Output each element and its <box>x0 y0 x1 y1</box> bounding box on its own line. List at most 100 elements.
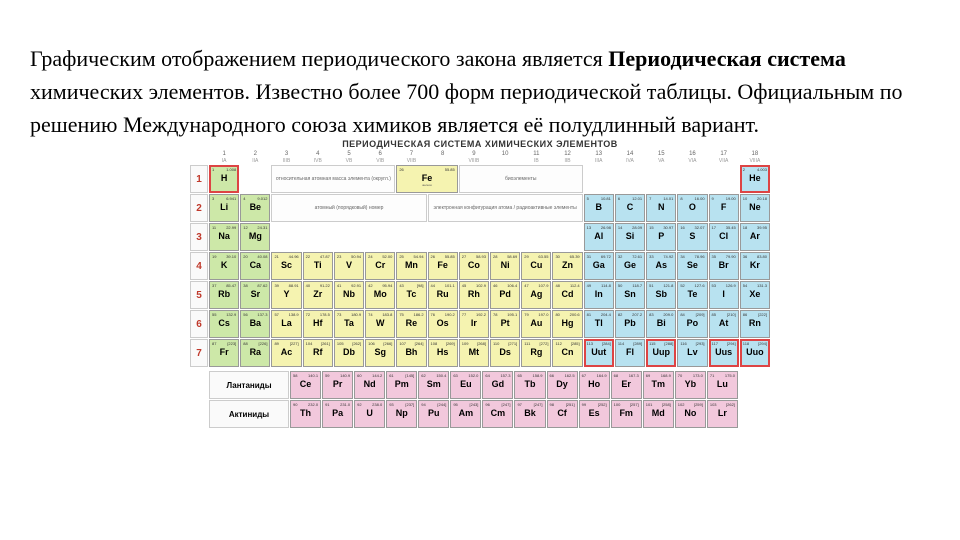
legend-mass: относительная атомная масса элемента (ок… <box>271 165 395 193</box>
element-cell-As: 3374.92As <box>646 252 676 280</box>
iupac-label: VIIIB <box>459 158 489 164</box>
group-number: 4 <box>303 151 333 157</box>
element-cell-Pm: 61[145]Pm <box>386 371 417 399</box>
element-cell-Nb: 4192.91Nb <box>334 281 364 309</box>
element-cell-Fe: 2655.85Fe <box>428 252 458 280</box>
element-cell-Uut: 113[284]Uut <box>584 339 614 367</box>
group-number: 17 <box>709 151 739 157</box>
element-cell-Te: 52127.6Te <box>677 281 707 309</box>
element-cell-Hf: 72178.5Hf <box>303 310 333 338</box>
element-cell-Re: 75186.2Re <box>396 310 426 338</box>
iupac-label: VIA <box>677 158 707 164</box>
element-cell-Pr: 59140.9Pr <box>322 371 353 399</box>
iupac-label: IIIB <box>271 158 301 164</box>
element-cell-Sm: 62150.4Sm <box>418 371 449 399</box>
element-cell-Na: 1122.99Na <box>209 223 239 251</box>
group-number: 14 <box>615 151 645 157</box>
element-cell-Se: 3478.96Se <box>677 252 707 280</box>
empty-cell <box>709 165 739 193</box>
element-cell-Ir: 77192.2Ir <box>459 310 489 338</box>
element-cell-Ga: 3169.72Ga <box>584 252 614 280</box>
element-cell-K: 1939.10K <box>209 252 239 280</box>
empty-cell <box>428 223 458 251</box>
element-cell-Mg: 1224.31Mg <box>240 223 270 251</box>
empty-cell <box>240 165 270 193</box>
empty-cell <box>552 223 582 251</box>
iupac-row-a: IAIIAIIIBIVBVBVIBVIIBVIIIBIBIIBIIIAIVAVA… <box>190 158 770 164</box>
element-cell-Cn: 112[285]Cn <box>552 339 582 367</box>
element-cell-Pd: 46106.4Pd <box>490 281 520 309</box>
group-number: 7 <box>396 151 426 157</box>
element-cell-Ru: 44101.1Ru <box>428 281 458 309</box>
iupac-label: VA <box>646 158 676 164</box>
element-cell-Fm: 100[257]Fm <box>611 400 642 428</box>
element-cell-Pb: 82207.2Pb <box>615 310 645 338</box>
element-cell-Zr: 4091.22Zr <box>303 281 333 309</box>
element-cell-Cu: 2963.55Cu <box>521 252 551 280</box>
element-cell-Ni: 2858.69Ni <box>490 252 520 280</box>
iupac-label: IIA <box>240 158 270 164</box>
iupac-label: VIIA <box>709 158 739 164</box>
element-cell-Lr: 103[262]Lr <box>707 400 738 428</box>
iupac-label: VIIB <box>396 158 426 164</box>
element-cell-Np: 93[237]Np <box>386 400 417 428</box>
group-number: 9 <box>459 151 489 157</box>
element-cell-Ca: 2040.08Ca <box>240 252 270 280</box>
group-number: 12 <box>552 151 582 157</box>
element-cell-Zn: 3065.39Zn <box>552 252 582 280</box>
element-cell-Pt: 78195.1Pt <box>490 310 520 338</box>
period-number: 5 <box>190 281 208 309</box>
empty-cell <box>459 223 489 251</box>
group-number: 16 <box>677 151 707 157</box>
group-number: 2 <box>240 151 270 157</box>
element-cell-Ra: 88[226]Ra <box>240 339 270 367</box>
element-cell-Lu: 71175.0Lu <box>707 371 738 399</box>
element-cell-N: 714.01N <box>646 194 676 222</box>
element-cell-Uuo: 118[294]Uuo <box>740 339 770 367</box>
element-cell-Ge: 3272.61Ge <box>615 252 645 280</box>
para-part2: химических элементов. Известно более 700… <box>30 79 903 137</box>
empty-cell <box>365 223 395 251</box>
element-cell-Sn: 50118.7Sn <box>615 281 645 309</box>
element-cell-Tb: 65158.9Tb <box>514 371 545 399</box>
element-cell-Rn: 86[222]Rn <box>740 310 770 338</box>
element-cell-V: 2350.94V <box>334 252 364 280</box>
element-cell-W: 74183.8W <box>365 310 395 338</box>
empty-cell <box>677 165 707 193</box>
iupac-label: IIIA <box>584 158 614 164</box>
period-number: 6 <box>190 310 208 338</box>
element-cell-Es: 99[252]Es <box>579 400 610 428</box>
element-cell-Ti: 2247.87Ti <box>303 252 333 280</box>
element-cell-Mn: 2554.94Mn <box>396 252 426 280</box>
period-row-5: 53785.47Rb3887.62Sr3988.91Y4091.22Zr4192… <box>190 281 770 309</box>
element-cell-Ce: 58140.1Ce <box>290 371 321 399</box>
empty-cell <box>303 223 333 251</box>
table-body: 111.008Hотносительная атомная масса элем… <box>190 165 770 367</box>
group-number: 8 <box>428 151 458 157</box>
iupac-label: IIB <box>552 158 582 164</box>
element-cell-Cl: 1735.45Cl <box>709 223 739 251</box>
element-cell-Gd: 64157.3Gd <box>482 371 513 399</box>
period-number: 7 <box>190 339 208 367</box>
element-cell-B: 510.81B <box>584 194 614 222</box>
period-row-7: 787[223]Fr88[226]Ra89[227]Ac104[261]Rf10… <box>190 339 770 367</box>
element-cell-Xe: 54131.3Xe <box>740 281 770 309</box>
period-row-1: 111.008Hотносительная атомная масса элем… <box>190 165 770 193</box>
element-cell-Fr: 87[223]Fr <box>209 339 239 367</box>
empty-cell <box>334 223 364 251</box>
element-cell-O: 816.00O <box>677 194 707 222</box>
iupac-label: IB <box>521 158 551 164</box>
element-cell-Os: 76190.2Os <box>428 310 458 338</box>
element-cell-Si: 1428.09Si <box>615 223 645 251</box>
period-row-3: 31122.99Na1224.31Mg1326.98Al1428.09Si153… <box>190 223 770 251</box>
period-number: 2 <box>190 194 208 222</box>
legend-bio: биоэлементы <box>459 165 583 193</box>
element-cell-Hs: 108[269]Hs <box>428 339 458 367</box>
element-cell-Uup: 115[288]Uup <box>646 339 676 367</box>
element-cell-Mt: 109[268]Mt <box>459 339 489 367</box>
element-cell-Rb: 3785.47Rb <box>209 281 239 309</box>
element-cell-Co: 2758.93Co <box>459 252 489 280</box>
element-cell-Bk: 97[247]Bk <box>514 400 545 428</box>
element-cell-Tc: 43[98]Tc <box>396 281 426 309</box>
group-number: 5 <box>334 151 364 157</box>
